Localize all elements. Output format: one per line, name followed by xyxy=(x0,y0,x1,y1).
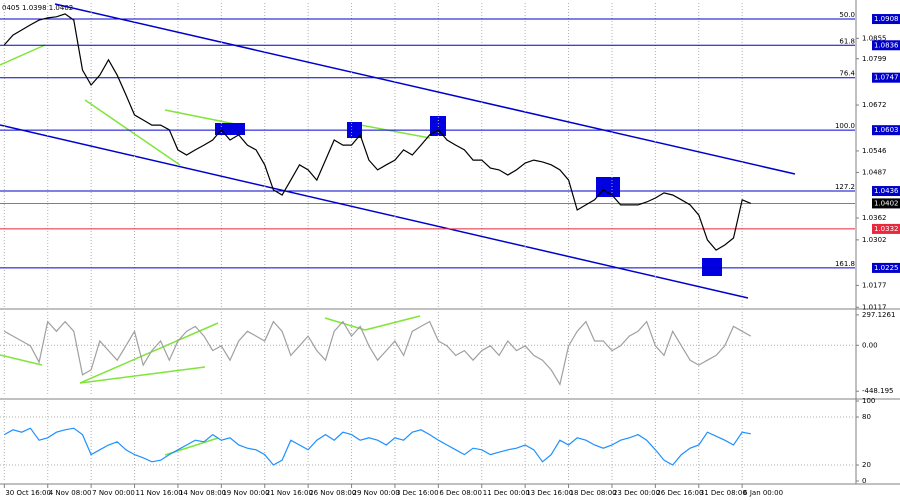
x-tick-label: 23 Dec 00:00 xyxy=(613,489,660,497)
chart-title: 0405 1.0398 1.0402 xyxy=(2,4,73,12)
divergence-line xyxy=(79,322,219,384)
y-tick-label: 1.0117 xyxy=(862,303,887,311)
price-box-label: 1.0836 xyxy=(874,41,899,49)
y-tick-label: 80 xyxy=(862,413,871,421)
price-box-label: 1.0402 xyxy=(874,199,899,207)
frames xyxy=(0,0,900,485)
series-line xyxy=(4,320,752,386)
price-box xyxy=(872,72,900,83)
x-tick-label: 29 Nov 00:00 xyxy=(353,489,400,497)
divergence-line xyxy=(354,123,431,139)
price-box-label: 1.0747 xyxy=(874,74,899,82)
y-tick-label: 1.0302 xyxy=(862,236,887,244)
y-tick-label: 1.0177 xyxy=(862,281,887,289)
y-tick-label: -448.195 xyxy=(862,387,893,395)
fib-label: 100.0 xyxy=(835,122,855,130)
channel-line xyxy=(0,124,749,299)
x-tick-label: 18 Dec 08:00 xyxy=(570,489,617,497)
x-tick-label: 11 Dec 00:00 xyxy=(483,489,530,497)
channel-line xyxy=(54,3,796,175)
y-tick-label: 0 xyxy=(862,477,866,485)
price-box xyxy=(872,14,900,25)
divergence-line xyxy=(0,354,43,366)
x-tick-label: 31 Dec 08:00 xyxy=(700,489,747,497)
fib-label: 50.0 xyxy=(839,11,855,19)
fib-label: 76.4 xyxy=(839,70,855,78)
x-tick-label: 21 Nov 16:00 xyxy=(266,489,313,497)
x-tick-label: 14 Nov 08:00 xyxy=(179,489,226,497)
y-tick-label: 0.00 xyxy=(862,341,878,349)
fib-label: 161.8 xyxy=(835,260,855,268)
x-tick-label: 26 Dec 16:00 xyxy=(656,489,703,497)
price-box xyxy=(872,40,900,51)
x-tick-label: 3 Dec 16:00 xyxy=(396,489,439,497)
series-line xyxy=(3,13,752,251)
series-line xyxy=(4,427,751,466)
price-box-label: 1.0436 xyxy=(874,187,899,195)
divergence-line xyxy=(79,366,206,384)
price-box xyxy=(872,186,900,197)
x-tick-label: 6 Dec 08:00 xyxy=(439,489,482,497)
x-tick-label: 4 Nov 08:00 xyxy=(49,489,92,497)
signal-box xyxy=(702,258,722,276)
divergence-line xyxy=(84,99,181,166)
y-tick-label: 1.0672 xyxy=(862,101,887,109)
x-tick-label: 30 Oct 16:00 xyxy=(5,489,51,497)
y-tick-label: 1.0487 xyxy=(862,168,887,176)
price-box xyxy=(872,125,900,136)
y-tick-label: 1.0546 xyxy=(862,147,887,155)
y-tick-label: 20 xyxy=(862,461,871,469)
x-tick-label: 11 Nov 16:00 xyxy=(136,489,183,497)
price-box xyxy=(872,262,900,273)
y-tick-label: 297.1261 xyxy=(862,311,895,319)
price-box xyxy=(872,223,900,234)
y-tick-label: 1.0362 xyxy=(862,214,887,222)
fib-label: 61.8 xyxy=(839,37,855,45)
x-tick-label: 26 Nov 08:00 xyxy=(309,489,356,497)
divergence-line xyxy=(364,315,421,331)
price-box xyxy=(872,198,900,209)
y-tick-label: 1.0799 xyxy=(862,55,887,63)
x-tick-label: 6 Jan 00:00 xyxy=(743,489,783,497)
y-tick-label: 1.0855 xyxy=(862,34,887,42)
price-box-label: 1.0908 xyxy=(874,15,899,23)
annotations xyxy=(0,3,796,456)
price-box-label: 1.0225 xyxy=(874,264,899,272)
x-tick-label: 19 Nov 00:00 xyxy=(222,489,269,497)
y-tick-label: 100 xyxy=(862,397,875,405)
fib-label: 127.2 xyxy=(835,183,855,191)
x-tick-label: 13 Dec 16:00 xyxy=(526,489,573,497)
price-box-label: 1.0332 xyxy=(874,225,899,233)
x-tick-label: 7 Nov 00:00 xyxy=(92,489,135,497)
price-box-label: 1.0603 xyxy=(874,126,899,134)
signal-box xyxy=(215,123,245,135)
divergence-line xyxy=(0,44,46,66)
